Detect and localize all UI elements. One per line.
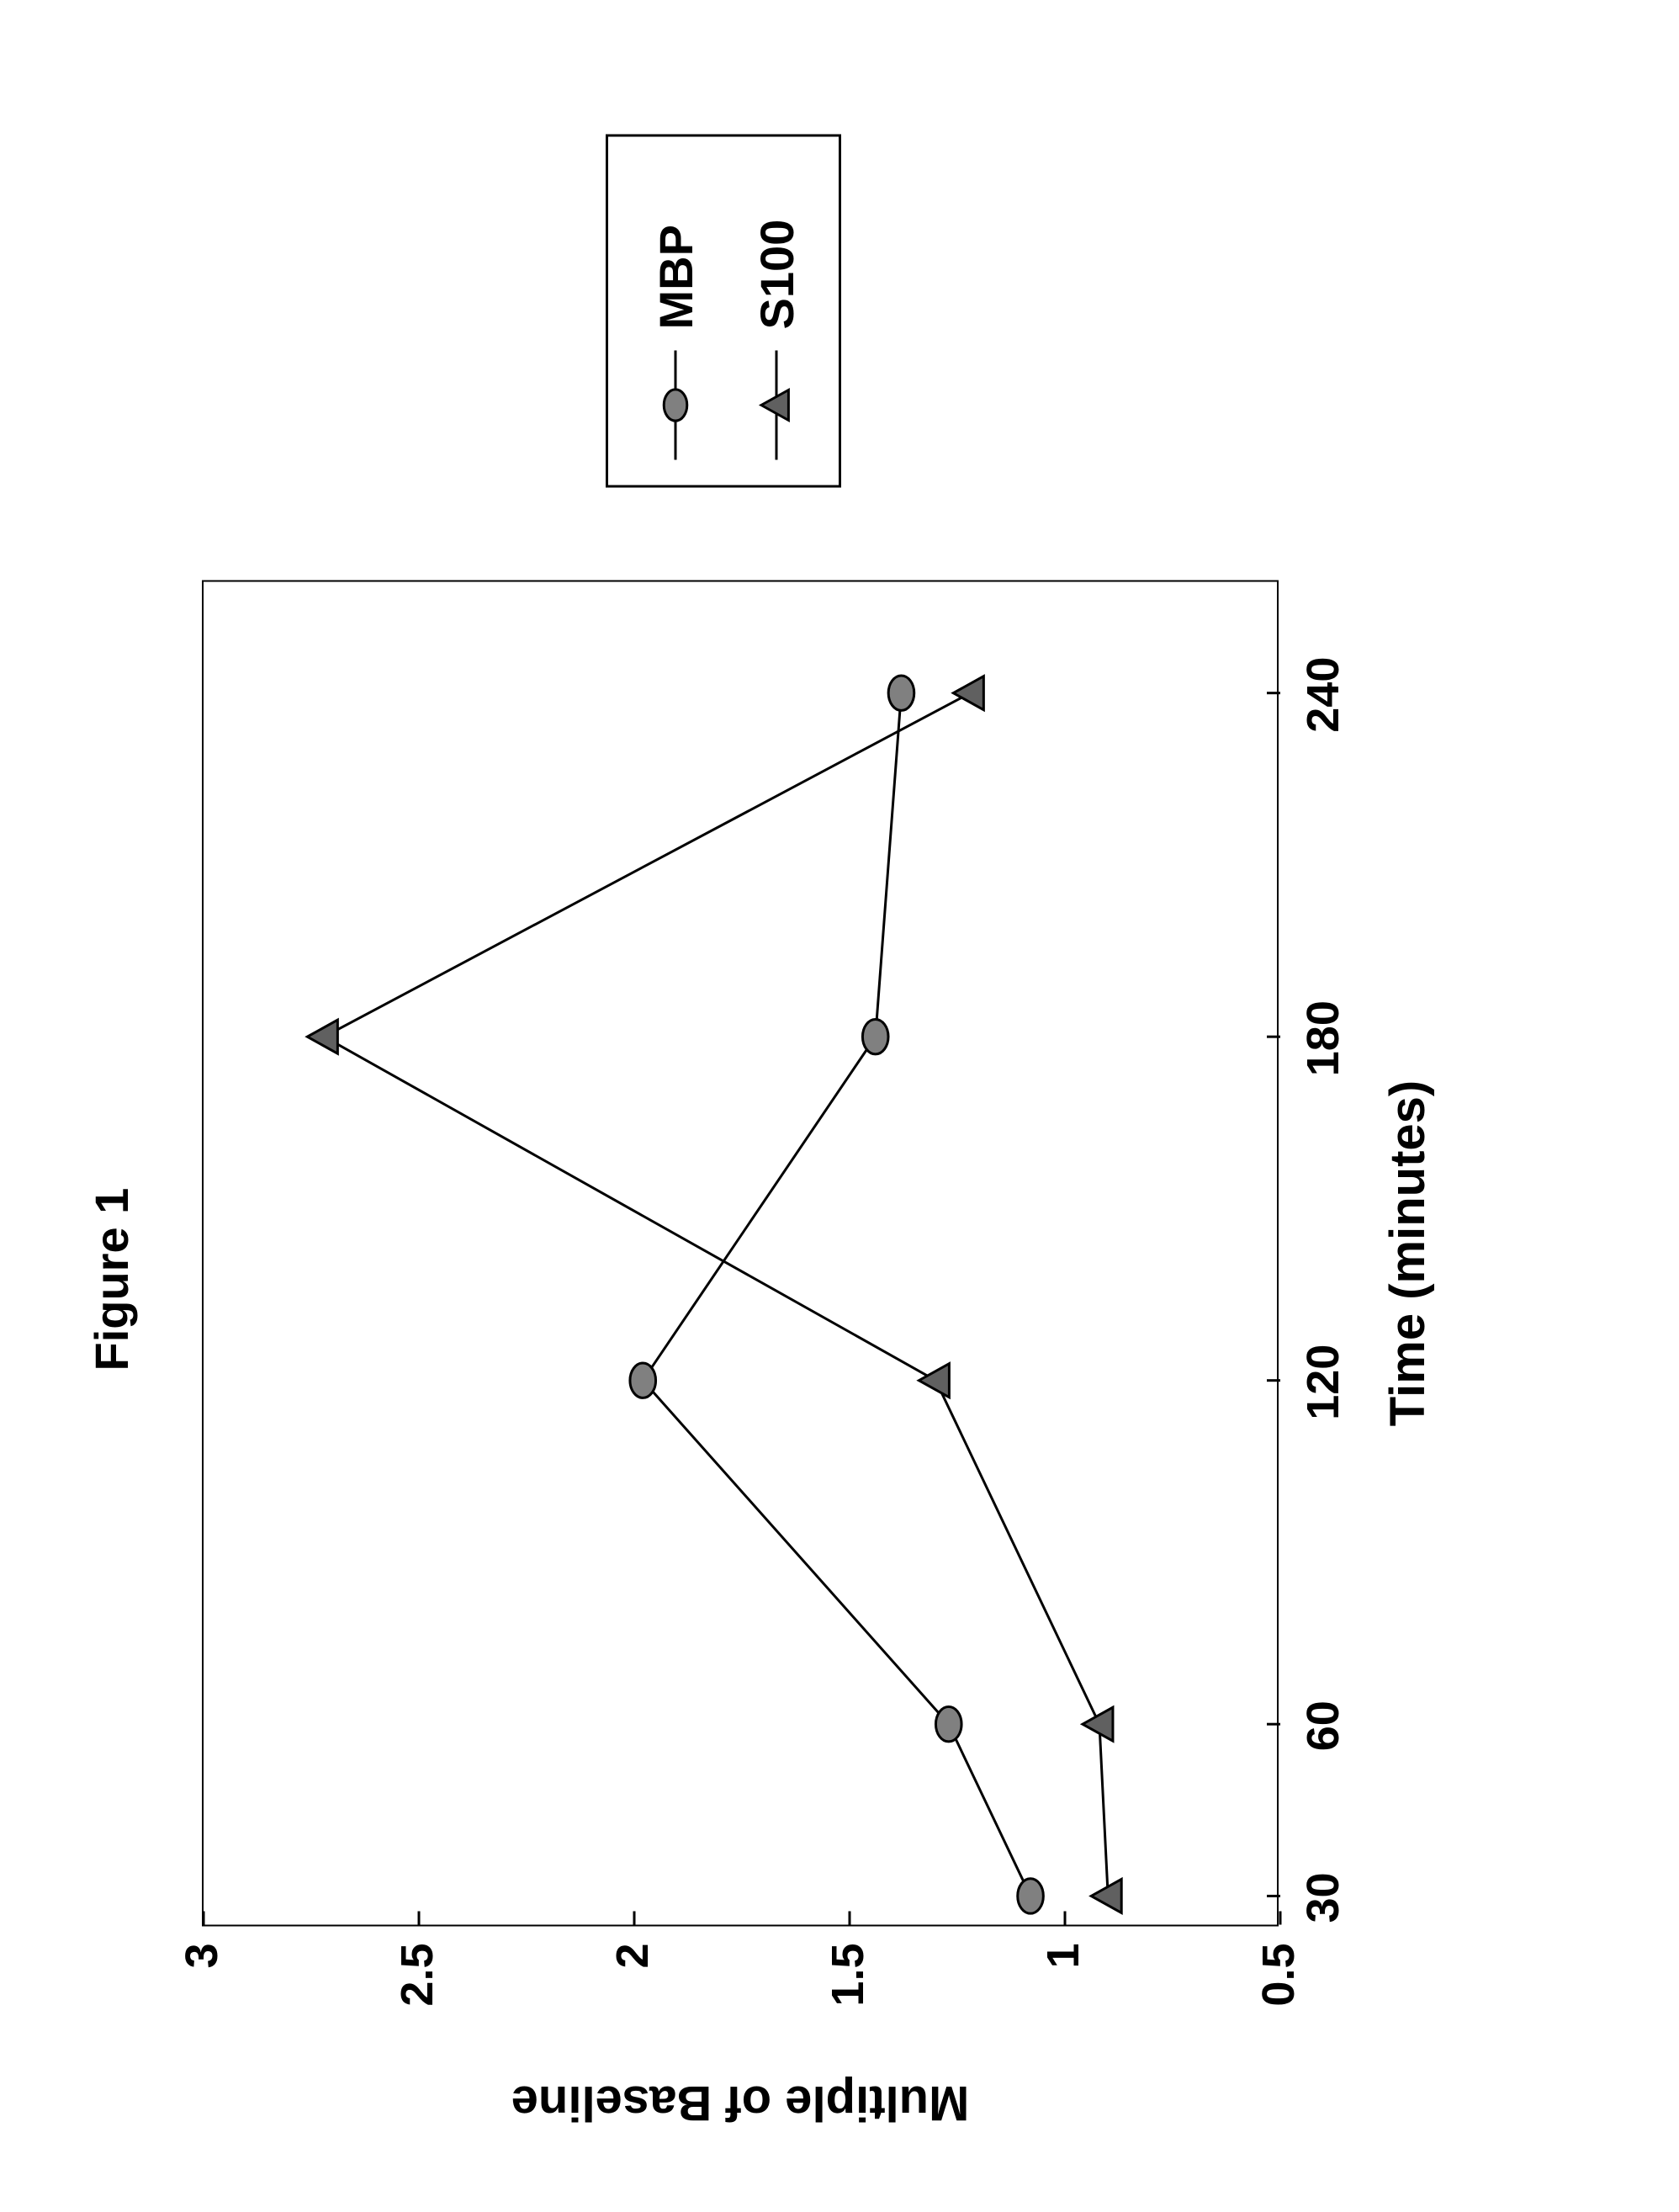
marker-S100 [953,676,983,709]
marker-S100 [307,1020,337,1053]
y-tick-label: 3 [176,1943,228,1968]
y-tick-label: 2.5 [391,1943,443,2006]
chart-plot-area [202,580,1279,1926]
marker-S100 [919,1363,949,1397]
chart-svg [204,578,1280,1924]
x-tick-label: 240 [1297,656,1349,732]
y-tick-label: 0.5 [1253,1943,1305,2006]
y-tick-label: 1 [1037,1943,1089,1968]
x-axis-label: Time (minutes) [1380,1079,1436,1425]
marker-MBP [630,1362,656,1397]
figure-rotated: Figure 1 0.5 1 1.5 2 2.5 3 30 60 120 180 240 Mult… [0,0,1679,2212]
marker-S100 [1083,1707,1113,1741]
x-tick-label: 60 [1297,1700,1349,1751]
y-tick-label: 2 [606,1943,659,1968]
x-tick-label: 120 [1297,1344,1349,1419]
series-line-MBP [643,692,1030,1896]
series-line-S100 [324,692,1108,1896]
marker-MBP [862,1019,888,1053]
marker-MBP [935,1706,961,1741]
legend-svg: MBP S100 [608,131,844,485]
figure-container: Figure 1 0.5 1 1.5 2 2.5 3 30 60 120 180 240 Mult… [0,0,1679,2212]
legend-label-MBP: MBP [649,225,702,329]
marker-MBP [1018,1878,1044,1912]
legend-box: MBP S100 [606,134,841,487]
legend-label-S100: S100 [750,219,803,329]
y-axis-label: Multiple of Baseline [511,2075,970,2131]
x-tick-label: 180 [1297,1000,1349,1076]
y-tick-label: 1.5 [822,1943,874,2006]
marker-MBP [888,675,914,709]
x-tick-label: 30 [1297,1872,1349,1923]
figure-title: Figure 1 [84,1187,139,1371]
